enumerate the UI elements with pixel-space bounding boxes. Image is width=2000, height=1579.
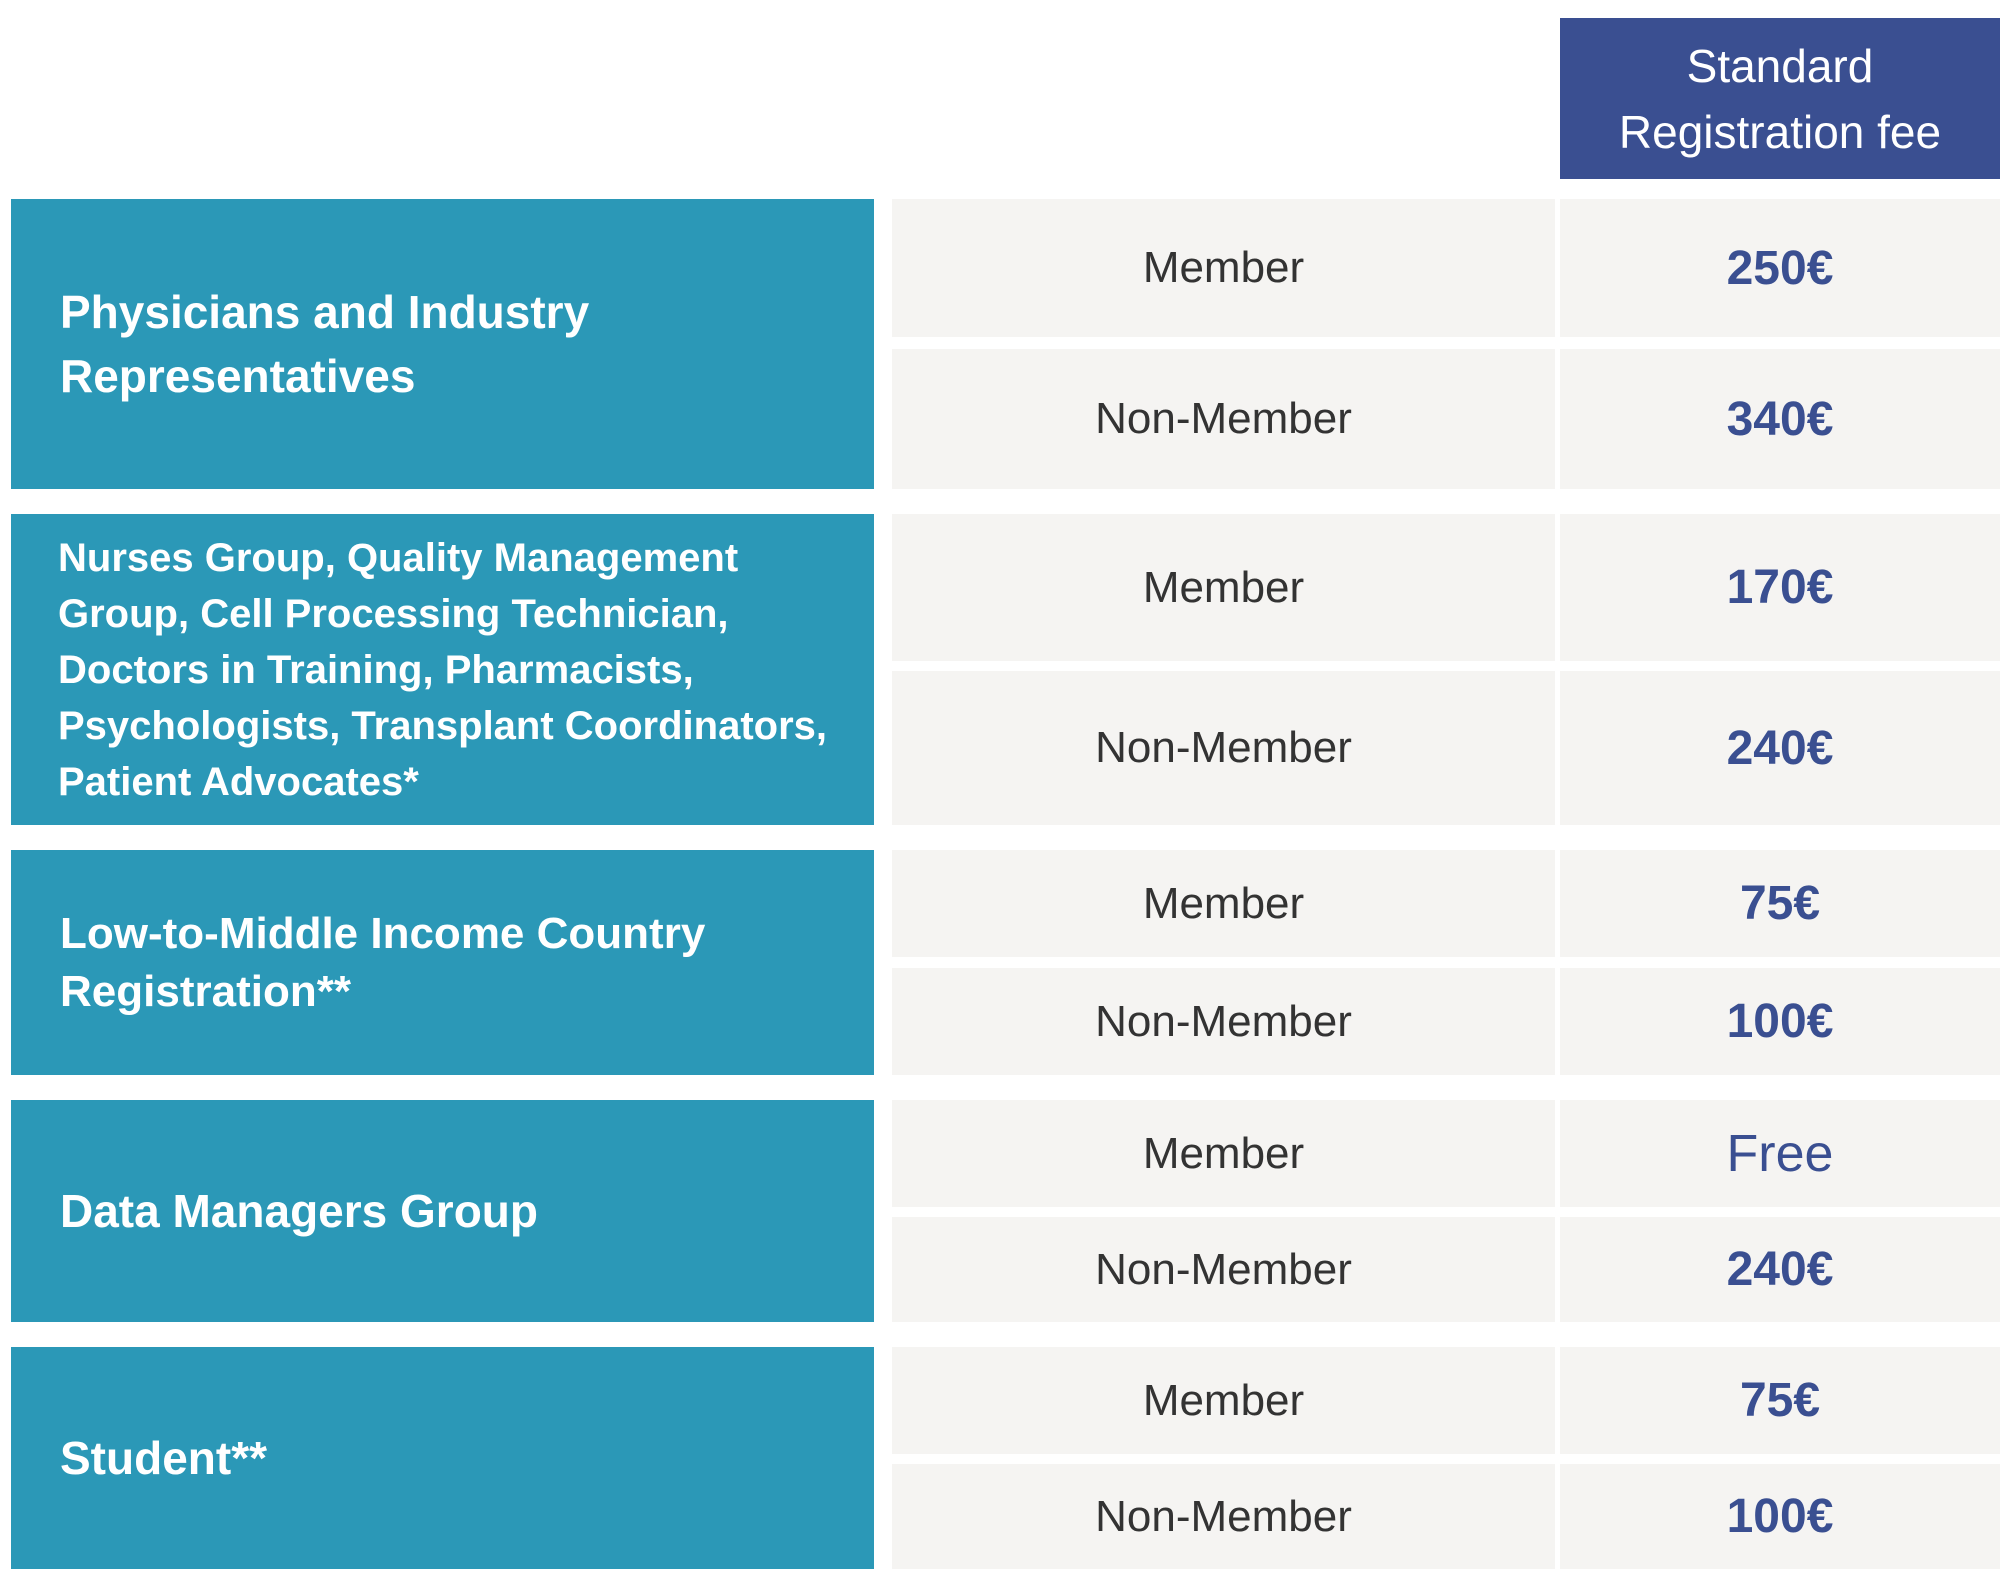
registration-type-cell: Non-Member	[892, 1464, 1555, 1569]
category-data-managers: Data Managers Group	[11, 1100, 874, 1322]
registration-type-cell: Member	[892, 514, 1555, 661]
fee-cell: 100€	[1560, 1464, 2000, 1569]
fee-column-header: Standard Registration fee	[1560, 18, 2000, 179]
fee-cell: Free	[1560, 1100, 2000, 1207]
fee-header-line1: Standard	[1686, 39, 1874, 92]
category-student: Student**	[11, 1347, 874, 1569]
registration-type-cell: Non-Member	[892, 1217, 1555, 1322]
fee-cell: 170€	[1560, 514, 2000, 661]
registration-type-cell: Member	[892, 1347, 1555, 1454]
category-physicians: Physicians and Industry Representatives	[11, 199, 874, 489]
category-nurses-group: Nurses Group, Quality Management Group, …	[11, 514, 874, 825]
fee-cell: 75€	[1560, 1347, 2000, 1454]
category-label: Nurses Group, Quality Management Group, …	[58, 535, 828, 804]
registration-type-cell: Member	[892, 199, 1555, 337]
category-lmic-registration: Low-to-Middle Income Country Registratio…	[11, 850, 874, 1075]
category-label: Data Managers Group	[60, 1185, 538, 1237]
fee-cell: 75€	[1560, 850, 2000, 957]
registration-type-cell: Non-Member	[892, 671, 1555, 825]
fee-cell: 250€	[1560, 199, 2000, 337]
fee-cell: 240€	[1560, 671, 2000, 825]
registration-type-cell: Member	[892, 850, 1555, 957]
fee-cell: 100€	[1560, 968, 2000, 1075]
category-label: Student**	[60, 1432, 267, 1484]
registration-type-cell: Non-Member	[892, 968, 1555, 1075]
fee-header-line2: Registration fee	[1618, 105, 1942, 158]
fee-cell: 240€	[1560, 1217, 2000, 1322]
registration-type-cell: Member	[892, 1100, 1555, 1207]
category-label: Low-to-Middle Income Country Registratio…	[60, 908, 706, 1016]
registration-type-cell: Non-Member	[892, 349, 1555, 489]
category-label: Physicians and Industry Representatives	[60, 286, 590, 402]
fee-cell: 340€	[1560, 349, 2000, 489]
